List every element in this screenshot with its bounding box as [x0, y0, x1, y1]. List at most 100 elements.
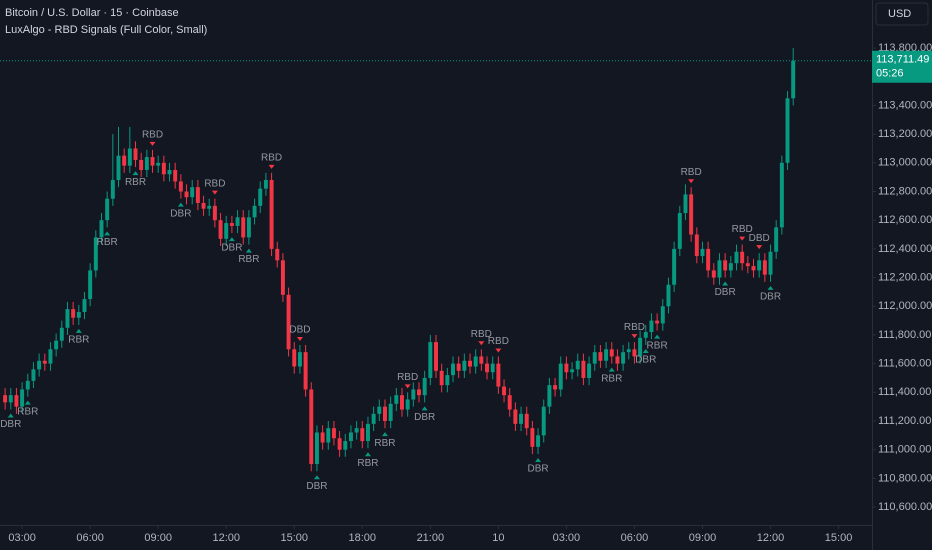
candle-body — [31, 369, 36, 381]
candle-body — [303, 352, 308, 390]
y-tick-label: 110,800.00 — [878, 472, 932, 484]
candle-body — [536, 435, 541, 447]
candle-body — [768, 251, 773, 275]
x-tick-label: 10 — [492, 532, 504, 544]
signal-marker — [296, 336, 303, 341]
signal-marker — [767, 285, 774, 290]
signal-label: RBD — [397, 372, 418, 383]
candle-body — [48, 349, 53, 364]
candle-body — [42, 360, 47, 364]
candle-body — [677, 213, 682, 249]
signal-marker — [495, 348, 502, 353]
signal-marker — [7, 413, 14, 418]
candle-body — [581, 360, 586, 378]
candle-body — [575, 360, 580, 370]
x-tick-label: 12:00 — [757, 532, 785, 544]
y-tick-label: 113,000.00 — [878, 157, 932, 169]
candle-body — [263, 180, 268, 189]
y-tick-label: 111,400.00 — [878, 386, 931, 398]
candle-body — [382, 406, 387, 422]
signal-label: DBR — [715, 287, 736, 298]
signal-marker — [608, 367, 615, 372]
candle-body — [105, 198, 110, 221]
signal-marker — [421, 406, 428, 411]
candle-body — [706, 248, 711, 271]
currency-button[interactable] — [875, 2, 929, 26]
candle-body — [564, 363, 569, 373]
candle-body — [314, 432, 319, 465]
candle-body — [348, 432, 353, 442]
candle-body — [785, 98, 790, 163]
candle-body — [110, 180, 115, 199]
signal-marker — [211, 190, 218, 195]
candle-body — [201, 202, 206, 209]
candle-body — [598, 352, 603, 361]
candle-body — [59, 327, 64, 341]
candle-body — [37, 360, 42, 370]
candle-body — [156, 162, 161, 166]
candle-body — [717, 260, 722, 278]
candle-body — [496, 363, 501, 387]
signal-label: DBR — [527, 464, 548, 475]
signal-marker — [313, 475, 320, 480]
signal-label: RBR — [647, 340, 668, 351]
candle-body — [235, 217, 240, 226]
candle-body — [377, 406, 382, 414]
candle-body — [320, 432, 325, 443]
y-tick-label: 112,600.00 — [878, 214, 932, 226]
candle-body — [3, 395, 8, 403]
y-tick-label: 112,800.00 — [878, 185, 932, 197]
signal-label: RBR — [68, 335, 89, 346]
currency[interactable]: USD — [888, 8, 911, 20]
signal-label: DBR — [306, 481, 327, 492]
candle-body — [241, 217, 246, 238]
chart-title: Bitcoin / U.S. Dollar · 15 · Coinbase — [5, 7, 179, 19]
candle-body — [371, 413, 376, 424]
signal-marker — [104, 231, 111, 236]
candle-body — [150, 157, 155, 166]
signal-marker — [739, 236, 746, 241]
signal-label: DBR — [635, 355, 656, 366]
x-tick-label: 15:00 — [825, 532, 853, 544]
x-tick-label: 15:00 — [280, 532, 308, 544]
candle-body — [280, 260, 285, 295]
candle-body — [195, 187, 200, 203]
candle-body — [485, 363, 490, 373]
candle-body — [252, 205, 257, 218]
signal-marker — [24, 400, 31, 405]
candle-body — [547, 385, 552, 407]
candle-body — [65, 309, 70, 328]
candle-body — [76, 311, 81, 318]
signal-marker — [722, 281, 729, 286]
indicator-name[interactable]: LuxAlgo - RBD Signals (Full Color, Small… — [5, 24, 207, 36]
candle-body — [473, 356, 478, 367]
candle-body — [139, 159, 144, 170]
candle-body — [451, 363, 455, 376]
candle-body — [365, 423, 370, 442]
candle-body — [337, 438, 342, 450]
candle-body — [621, 352, 626, 364]
y-tick-label: 112,200.00 — [878, 271, 932, 283]
candle-body — [82, 299, 87, 312]
candle-body — [587, 363, 592, 378]
candle-body — [649, 320, 654, 333]
candle-body — [734, 251, 739, 264]
candle-body — [127, 148, 132, 166]
candle-body — [93, 237, 98, 271]
candle-body — [71, 309, 76, 318]
y-tick-label: 111,000.00 — [878, 444, 931, 456]
candle-body — [133, 148, 138, 160]
candle-body — [207, 205, 212, 209]
candle-body — [428, 342, 433, 378]
candle-body — [116, 155, 121, 181]
signal-marker — [364, 452, 371, 457]
candle-body — [286, 294, 291, 350]
candle-body — [445, 375, 450, 386]
candle-body — [229, 223, 234, 226]
candle-body — [14, 395, 19, 407]
signal-marker — [381, 432, 388, 437]
signal-marker — [228, 237, 235, 242]
y-tick-label: 113,400.00 — [878, 99, 932, 111]
